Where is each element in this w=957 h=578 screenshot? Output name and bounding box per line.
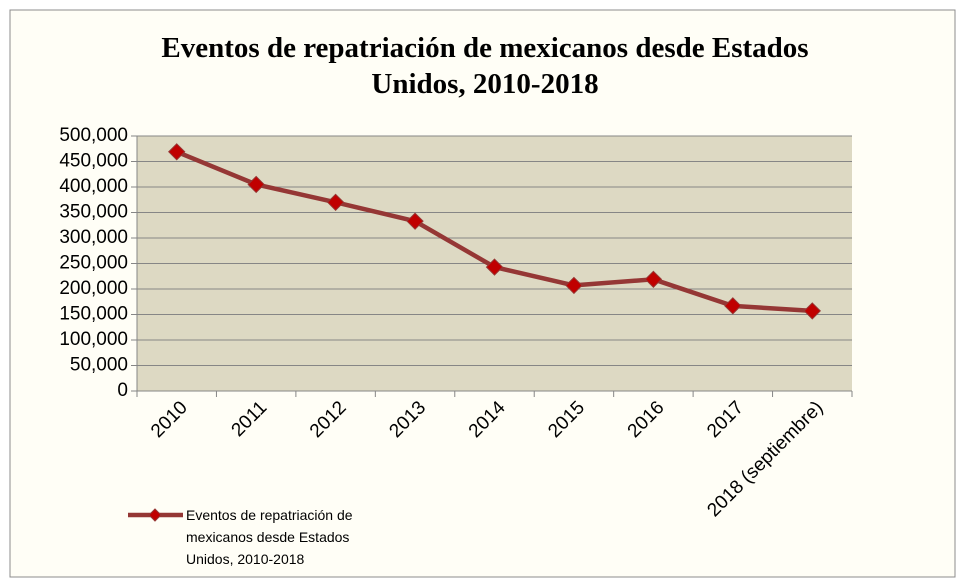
point-marker	[326, 193, 345, 212]
legend-marker	[148, 508, 162, 522]
point-marker	[565, 276, 583, 295]
point-marker	[485, 258, 504, 276]
y-tick-label: 50,000	[70, 355, 128, 376]
y-tick-label: 100,000	[59, 329, 128, 350]
point-marker	[168, 143, 186, 161]
point-marker	[247, 175, 265, 194]
y-tick-label: 150,000	[59, 304, 128, 325]
y-tick-label: 250,000	[59, 253, 128, 274]
point-marker	[644, 270, 663, 289]
y-tick-label: 350,000	[59, 202, 128, 223]
chart-title: Eventos de repatriación de mexicanos des…	[161, 32, 809, 100]
point-marker	[803, 302, 821, 320]
y-tick-label: 450,000	[59, 151, 128, 172]
y-tick-label: 400,000	[59, 176, 128, 197]
legend-label: Eventos de repatriación de mexicanos des…	[186, 507, 353, 567]
y-tick-label: 300,000	[59, 227, 128, 248]
y-tick-label: 500,000	[59, 125, 128, 146]
point-marker	[724, 297, 742, 315]
y-tick-label: 0	[117, 380, 128, 401]
y-tick-label: 200,000	[59, 278, 128, 299]
point-marker	[406, 212, 424, 230]
